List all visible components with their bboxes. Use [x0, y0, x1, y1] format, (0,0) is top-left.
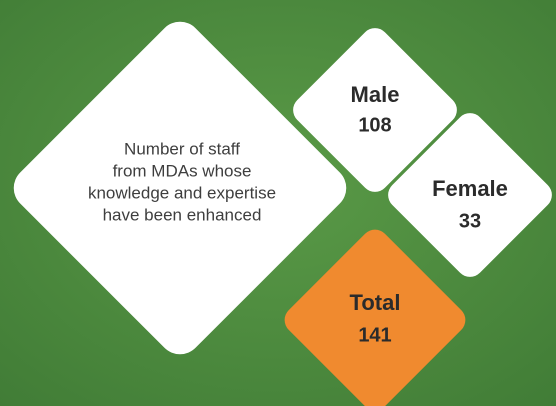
description-line: knowledge and expertise [88, 183, 276, 202]
stat-label: Female [432, 176, 508, 201]
stat-value: 108 [358, 114, 391, 136]
stat-value: 33 [459, 210, 481, 232]
stat-value: 141 [358, 324, 391, 346]
infographic: Number of staff from MDAs whose knowledg… [0, 0, 556, 406]
stat-label: Total [350, 290, 401, 315]
description-line: from MDAs whose [113, 161, 252, 180]
description-line: Number of staff [124, 139, 240, 158]
description-line: have been enhanced [103, 205, 262, 224]
stat-label: Male [351, 82, 400, 107]
